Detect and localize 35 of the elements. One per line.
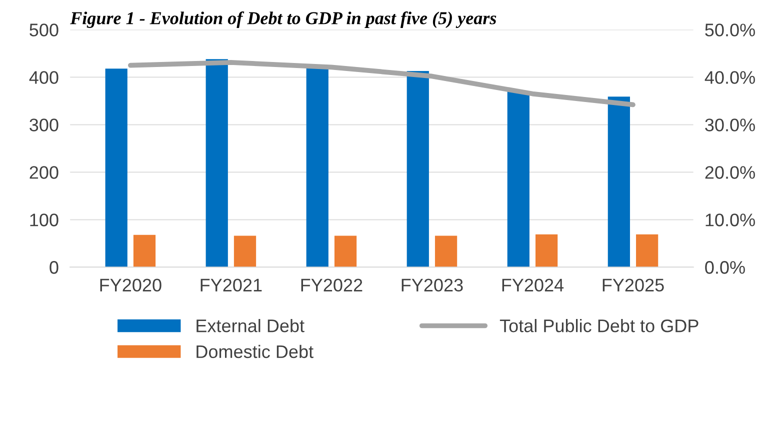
- bar: [133, 234, 156, 268]
- line-series: [128, 60, 636, 108]
- y-tick-label: 0: [50, 261, 58, 274]
- y2-tick-label: 30.0%: [705, 118, 755, 132]
- x-tick-label: FY2022: [301, 278, 362, 292]
- x-tick-label: FY2021: [200, 278, 262, 292]
- x-tick-label: FY2025: [602, 278, 664, 292]
- bar: [434, 236, 458, 268]
- x-tick-label: FY2023: [402, 278, 463, 292]
- y-tick-label: 500: [30, 24, 58, 36]
- y-tick-label: 400: [29, 71, 58, 84]
- x-tick-label: FY2020: [100, 278, 162, 292]
- bar: [234, 236, 256, 268]
- legend-label: Domestic Debt: [196, 344, 314, 358]
- bar: [608, 96, 630, 268]
- bar: [406, 70, 429, 268]
- y-tick-label: 200: [30, 166, 58, 179]
- bar: [206, 59, 228, 268]
- y2-tick-label: 20.0%: [705, 166, 755, 179]
- bar: [507, 91, 530, 268]
- y2-tick-label: 50.0%: [705, 24, 755, 36]
- bar: [636, 234, 658, 268]
- bar: [306, 67, 328, 268]
- y-tick-label: 300: [30, 118, 58, 132]
- y2-tick-label: 10.0%: [706, 214, 755, 226]
- x-tick-label: FY2024: [502, 278, 564, 292]
- y2-tick-label: 40.0%: [704, 71, 755, 84]
- legend-label: Total Public Debt to GDP: [500, 318, 698, 332]
- y-tick-label: 100: [30, 214, 58, 226]
- y2-tick-label: 0.0%: [705, 261, 745, 274]
- chart-title: Figure 1 - Evolution of Debt to GDP in past five (5) years: [70, 11, 496, 28]
- bar: [105, 68, 128, 268]
- bar: [536, 234, 558, 268]
- bar: [334, 236, 357, 268]
- legend-label: External Debt: [196, 318, 304, 332]
